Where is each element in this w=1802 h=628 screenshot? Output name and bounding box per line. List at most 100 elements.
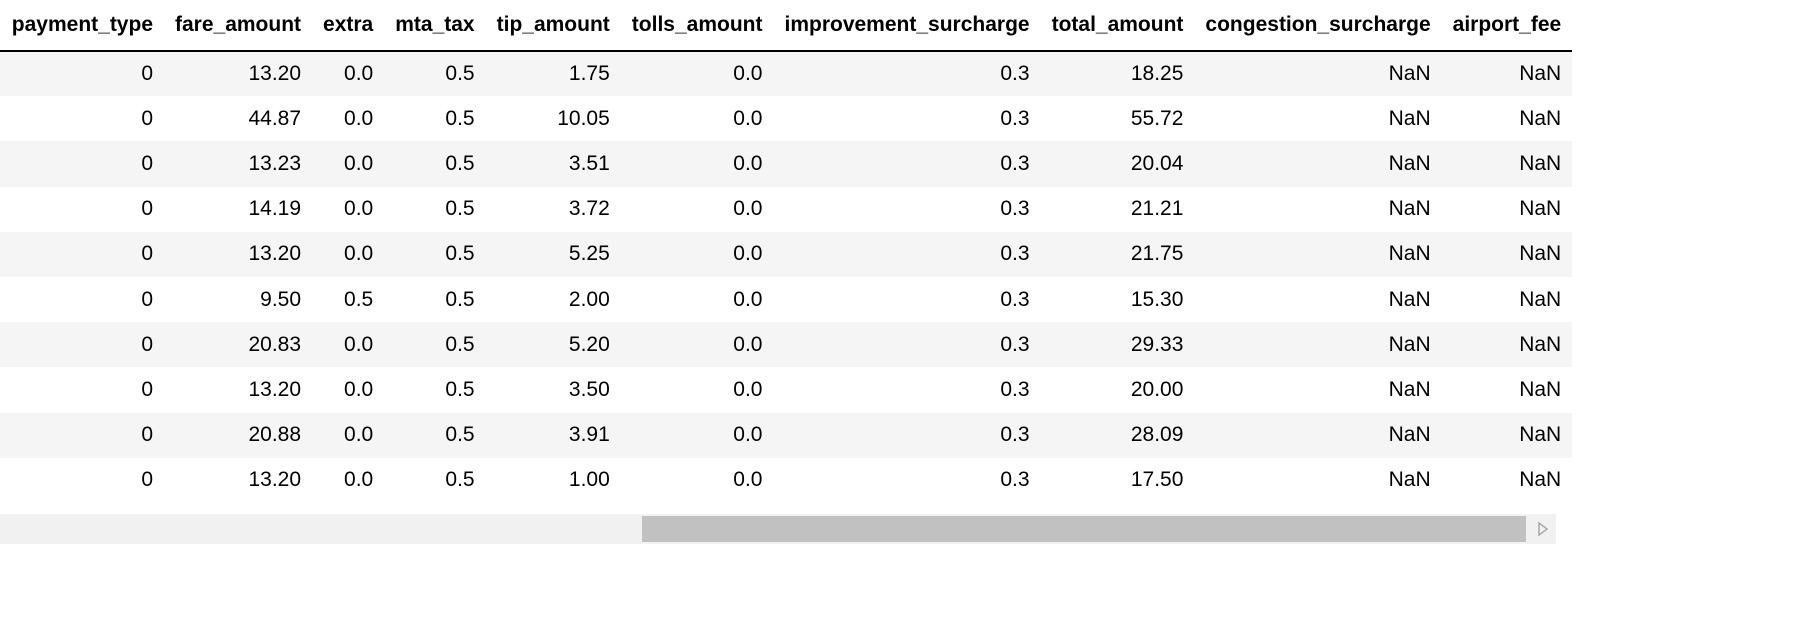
cell-payment-type: 0 [141, 468, 153, 492]
cell-improvement-surcharge: 0.3 [1000, 377, 1030, 401]
column-header-payment-type: payment_type [0, 0, 164, 52]
cell-total-amount: 18.25 [1130, 62, 1184, 86]
cell-mta-tax: 0.5 [445, 106, 475, 130]
cell-payment-type: 0 [141, 287, 153, 311]
cell-congestion-surcharge: NaN [1388, 62, 1431, 86]
column-header-mta-tax: mta_tax [384, 0, 486, 52]
cell-extra: 0.0 [344, 242, 374, 266]
table-row: 0 13.20 0.0 0.5 1.00 0.0 0.3 17.50 NaN NaN [0, 457, 1573, 503]
cell-improvement-surcharge: 0.3 [1000, 332, 1030, 356]
cell-payment-type: 0 [141, 106, 153, 130]
cell-tip-amount: 1.75 [568, 62, 610, 86]
cell-extra: 0.0 [344, 62, 374, 86]
cell-mta-tax: 0.5 [445, 151, 475, 175]
table-row: 0 13.20 0.0 0.5 3.50 0.0 0.3 20.00 NaN NaN [0, 367, 1573, 413]
cell-tolls-amount: 0.0 [733, 332, 763, 356]
cell-total-amount: 21.21 [1130, 197, 1184, 221]
cell-tip-amount: 3.50 [568, 377, 610, 401]
cell-airport-fee: NaN [1519, 106, 1562, 130]
column-header-tip-amount: tip_amount [485, 0, 621, 52]
cell-total-amount: 15.30 [1130, 287, 1184, 311]
cell-extra: 0.0 [344, 151, 374, 175]
cell-congestion-surcharge: NaN [1388, 242, 1431, 266]
cell-airport-fee: NaN [1519, 332, 1562, 356]
cell-congestion-surcharge: NaN [1388, 197, 1431, 221]
cell-improvement-surcharge: 0.3 [1000, 287, 1030, 311]
triangle-right-icon [1538, 522, 1548, 536]
table-row: 0 9.50 0.5 0.5 2.00 0.0 0.3 15.30 NaN NaN [0, 276, 1573, 323]
cell-fare-amount: 9.50 [260, 287, 302, 311]
horizontal-scrollbar[interactable] [0, 514, 1556, 544]
cell-total-amount: 28.09 [1130, 423, 1184, 447]
cell-airport-fee: NaN [1519, 197, 1562, 221]
scrollbar-thumb[interactable] [642, 516, 1526, 542]
table-row: 0 13.23 0.0 0.5 3.51 0.0 0.3 20.04 NaN NaN [0, 141, 1573, 187]
table-row: 0 20.88 0.0 0.5 3.91 0.0 0.3 28.09 NaN NaN [0, 412, 1573, 458]
cell-tolls-amount: 0.0 [733, 62, 763, 86]
cell-total-amount: 20.00 [1130, 377, 1184, 401]
cell-tip-amount: 3.51 [568, 151, 610, 175]
cell-tip-amount: 3.72 [568, 197, 610, 221]
cell-airport-fee: NaN [1519, 62, 1562, 86]
column-header-tolls-amount: tolls_amount [620, 0, 774, 52]
cell-airport-fee: NaN [1519, 377, 1562, 401]
cell-extra: 0.5 [344, 287, 374, 311]
cell-fare-amount: 20.88 [248, 423, 302, 447]
cell-improvement-surcharge: 0.3 [1000, 197, 1030, 221]
cell-congestion-surcharge: NaN [1388, 151, 1431, 175]
cell-improvement-surcharge: 0.3 [1000, 151, 1030, 175]
cell-payment-type: 0 [141, 242, 153, 266]
cell-fare-amount: 20.83 [248, 332, 302, 356]
cell-congestion-surcharge: NaN [1388, 377, 1431, 401]
cell-congestion-surcharge: NaN [1388, 468, 1431, 492]
cell-fare-amount: 13.20 [248, 242, 302, 266]
cell-total-amount: 21.75 [1130, 242, 1184, 266]
cell-improvement-surcharge: 0.3 [1000, 468, 1030, 492]
cell-airport-fee: NaN [1519, 423, 1562, 447]
table-body: 0 13.20 0.0 0.5 1.75 0.0 0.3 18.25 NaN NaN 0 44.87 0… [0, 51, 1573, 503]
column-header-fare-amount: fare_amount [164, 0, 313, 52]
cell-congestion-surcharge: NaN [1388, 332, 1431, 356]
cell-tolls-amount: 0.0 [733, 468, 763, 492]
cell-mta-tax: 0.5 [445, 377, 475, 401]
column-header-improvement-surcharge: improvement_surcharge [773, 0, 1041, 52]
table-row: 0 13.20 0.0 0.5 5.25 0.0 0.3 21.75 NaN NaN [0, 231, 1573, 277]
cell-mta-tax: 0.5 [445, 62, 475, 86]
cell-payment-type: 0 [141, 197, 153, 221]
cell-fare-amount: 13.20 [248, 377, 302, 401]
cell-tolls-amount: 0.0 [733, 242, 763, 266]
cell-mta-tax: 0.5 [445, 468, 475, 492]
column-header-extra: extra [312, 0, 385, 52]
cell-tolls-amount: 0.0 [733, 151, 763, 175]
cell-total-amount: 20.04 [1130, 151, 1184, 175]
cell-tip-amount: 2.00 [568, 287, 610, 311]
cell-mta-tax: 0.5 [445, 332, 475, 356]
cell-total-amount: 17.50 [1130, 468, 1184, 492]
cell-tolls-amount: 0.0 [733, 423, 763, 447]
cell-mta-tax: 0.5 [445, 287, 475, 311]
column-header-congestion-surcharge: congestion_surcharge [1194, 0, 1442, 52]
cell-mta-tax: 0.5 [445, 197, 475, 221]
cell-airport-fee: NaN [1519, 151, 1562, 175]
cell-tip-amount: 1.00 [568, 468, 610, 492]
scroll-right-arrow[interactable] [1530, 514, 1556, 544]
table-row: 0 14.19 0.0 0.5 3.72 0.0 0.3 21.21 NaN NaN [0, 186, 1573, 232]
cell-fare-amount: 13.23 [248, 151, 302, 175]
cell-tip-amount: 5.20 [568, 332, 610, 356]
cell-payment-type: 0 [141, 62, 153, 86]
table-row: 0 13.20 0.0 0.5 1.75 0.0 0.3 18.25 NaN NaN [0, 51, 1573, 97]
cell-tolls-amount: 0.0 [733, 377, 763, 401]
cell-payment-type: 0 [141, 332, 153, 356]
table-header: payment_type fare_amount extra mta_tax tip_a… [0, 0, 1573, 52]
cell-congestion-surcharge: NaN [1388, 106, 1431, 130]
cell-extra: 0.0 [344, 332, 374, 356]
cell-payment-type: 0 [141, 151, 153, 175]
cell-extra: 0.0 [344, 106, 374, 130]
table-row: 0 44.87 0.0 0.5 10.05 0.0 0.3 55.72 NaN NaN [0, 96, 1573, 142]
cell-extra: 0.0 [344, 197, 374, 221]
cell-airport-fee: NaN [1519, 468, 1562, 492]
cell-extra: 0.0 [344, 468, 374, 492]
table-row: 0 20.83 0.0 0.5 5.20 0.0 0.3 29.33 NaN NaN [0, 322, 1573, 368]
cell-improvement-surcharge: 0.3 [1000, 106, 1030, 130]
